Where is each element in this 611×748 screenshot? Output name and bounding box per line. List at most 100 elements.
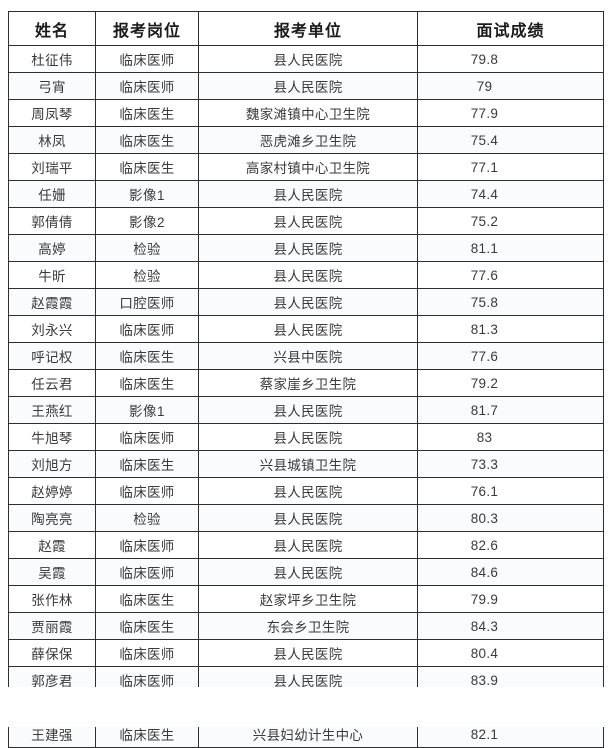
cell-score: 80.3: [417, 504, 604, 532]
cell-name: 刘旭方: [8, 450, 96, 478]
cell-post: 临床医师: [95, 531, 199, 559]
table-row: 陶亮亮 检验 县人民医院 80.3: [8, 504, 604, 532]
cell-score: 79.9: [417, 585, 604, 613]
cell-name: 陶亮亮: [8, 504, 96, 532]
table-row: 王燕红 影像1 县人民医院 81.7: [8, 396, 604, 424]
table-row: 高婷 检验 县人民医院 81.1: [8, 234, 604, 262]
cell-unit: 县人民医院: [198, 45, 418, 73]
cell-score: 82.6: [417, 531, 604, 559]
column-header-name: 姓名: [8, 11, 96, 46]
cell-post: 临床医生: [95, 585, 199, 613]
table-row: 林凤 临床医生 恶虎滩乡卫生院 75.4: [8, 126, 604, 154]
table-row: 赵霞霞 口腔医师 县人民医院 75.8: [8, 288, 604, 316]
cell-post: 临床医师: [95, 423, 199, 451]
table-row: 刘永兴 临床医师 县人民医院 81.3: [8, 315, 604, 343]
cell-name: 呼记权: [8, 342, 96, 370]
cell-post: 影像1: [95, 180, 199, 208]
cell-name: 吴霞: [8, 558, 96, 586]
table-row: 赵霞 临床医师 县人民医院 82.6: [8, 531, 604, 559]
cell-post: 临床医生: [95, 99, 199, 127]
cell-unit: 县人民医院: [198, 234, 418, 262]
cell-post: 口腔医师: [95, 288, 199, 316]
column-header-score: 面试成绩: [417, 11, 604, 46]
cell-name: 杜征伟: [8, 45, 96, 73]
cell-post: 临床医生: [95, 369, 199, 397]
page-root: 姓名 报考岗位 报考单位 面试成绩 杜征伟 临床医师 县人民医院 79.8 弓宵 临床医师…: [8, 11, 604, 748]
cell-score: 75.8: [417, 288, 604, 316]
cell-unit: 县人民医院: [198, 315, 418, 343]
cell-name: 王燕红: [8, 396, 96, 424]
cell-unit: 兴县城镇卫生院: [198, 450, 418, 478]
table-body: 杜征伟 临床医师 县人民医院 79.8 弓宵 临床医师 县人民医院 79 周凤琴 临床医生 魏家滩镇…: [8, 45, 604, 748]
cell-name: 贾丽霞: [8, 612, 96, 640]
cell-score: 77.9: [417, 99, 604, 127]
cell-name: 赵霞: [8, 531, 96, 559]
cell-name: 牛昕: [8, 261, 96, 289]
cell-unit: 县人民医院: [198, 180, 418, 208]
cell-score: 77.6: [417, 261, 604, 289]
header-row: 姓名 报考岗位 报考单位 面试成绩: [8, 11, 604, 46]
cell-post: 临床医师: [95, 45, 199, 73]
cell-score: 75.4: [417, 126, 604, 154]
cell-score: 79: [417, 72, 604, 100]
cell-unit: 县人民医院: [198, 396, 418, 424]
table-row: 牛旭琴 临床医师 县人民医院 83: [8, 423, 604, 451]
cell-unit: 县人民医院: [198, 504, 418, 532]
table-row: 任姗 影像1 县人民医院 74.4: [8, 180, 604, 208]
cell-post: 临床医师: [95, 315, 199, 343]
cell-post: 临床医师: [95, 558, 199, 586]
cell-unit: 县人民医院: [198, 558, 418, 586]
cell-name: 薛保保: [8, 639, 96, 667]
cell-score: 79.2: [417, 369, 604, 397]
cell-name: 周凤琴: [8, 99, 96, 127]
cell-score: 73.3: [417, 450, 604, 478]
cell-unit: 县人民医院: [198, 288, 418, 316]
cell-post: 临床医生: [95, 153, 199, 181]
cell-score: 81.7: [417, 396, 604, 424]
cell-score: 83: [417, 423, 604, 451]
cell-post: 临床医生: [95, 126, 199, 154]
cell-post: 检验: [95, 504, 199, 532]
table-row: 周凤琴 临床医生 魏家滩镇中心卫生院 77.9: [8, 99, 604, 127]
table-row: 杜征伟 临床医师 县人民医院 79.8: [8, 45, 604, 73]
cell-score: 77.1: [417, 153, 604, 181]
cell-post: 影像2: [95, 207, 199, 235]
cell-score: 75.2: [417, 207, 604, 235]
cell-unit: 县人民医院: [198, 207, 418, 235]
cell-post: 临床医生: [95, 450, 199, 478]
cell-unit: 恶虎滩乡卫生院: [198, 126, 418, 154]
cell-post: 临床医生: [95, 342, 199, 370]
cell-post: 临床医生: [95, 612, 199, 640]
table-row: 张作林 临床医生 赵家坪乡卫生院 79.9: [8, 585, 604, 613]
cell-unit: 高家村镇中心卫生院: [198, 153, 418, 181]
cell-unit: 县人民医院: [198, 423, 418, 451]
cell-name: 刘瑞平: [8, 153, 96, 181]
cell-score: 80.4: [417, 639, 604, 667]
cell-score: 76.1: [417, 477, 604, 505]
cell-unit: 蔡家崖乡卫生院: [198, 369, 418, 397]
cell-post: 检验: [95, 261, 199, 289]
cell-score: 84.6: [417, 558, 604, 586]
interview-score-table: 姓名 报考岗位 报考单位 面试成绩 杜征伟 临床医师 县人民医院 79.8 弓宵 临床医师…: [8, 11, 604, 748]
column-header-post: 报考岗位: [95, 11, 199, 46]
column-header-unit: 报考单位: [198, 11, 418, 46]
table-row: 贾丽霞 临床医生 东会乡卫生院 84.3: [8, 612, 604, 640]
cell-unit: 县人民医院: [198, 531, 418, 559]
cell-name: 任云君: [8, 369, 96, 397]
table-row: 薛保保 临床医师 县人民医院 80.4: [8, 639, 604, 667]
table-row: 弓宵 临床医师 县人民医院 79: [8, 72, 604, 100]
cell-unit: 赵家坪乡卫生院: [198, 585, 418, 613]
viewport-clip-guard: [0, 687, 611, 727]
cell-post: 临床医师: [95, 639, 199, 667]
cell-score: 79.8: [417, 45, 604, 73]
cell-name: 林凤: [8, 126, 96, 154]
cell-unit: 县人民医院: [198, 261, 418, 289]
cell-score: 84.3: [417, 612, 604, 640]
cell-name: 赵婷婷: [8, 477, 96, 505]
cell-score: 81.3: [417, 315, 604, 343]
cell-score: 77.6: [417, 342, 604, 370]
cell-name: 任姗: [8, 180, 96, 208]
table-row: 吴霞 临床医师 县人民医院 84.6: [8, 558, 604, 586]
cell-name: 弓宵: [8, 72, 96, 100]
cell-unit: 县人民医院: [198, 477, 418, 505]
